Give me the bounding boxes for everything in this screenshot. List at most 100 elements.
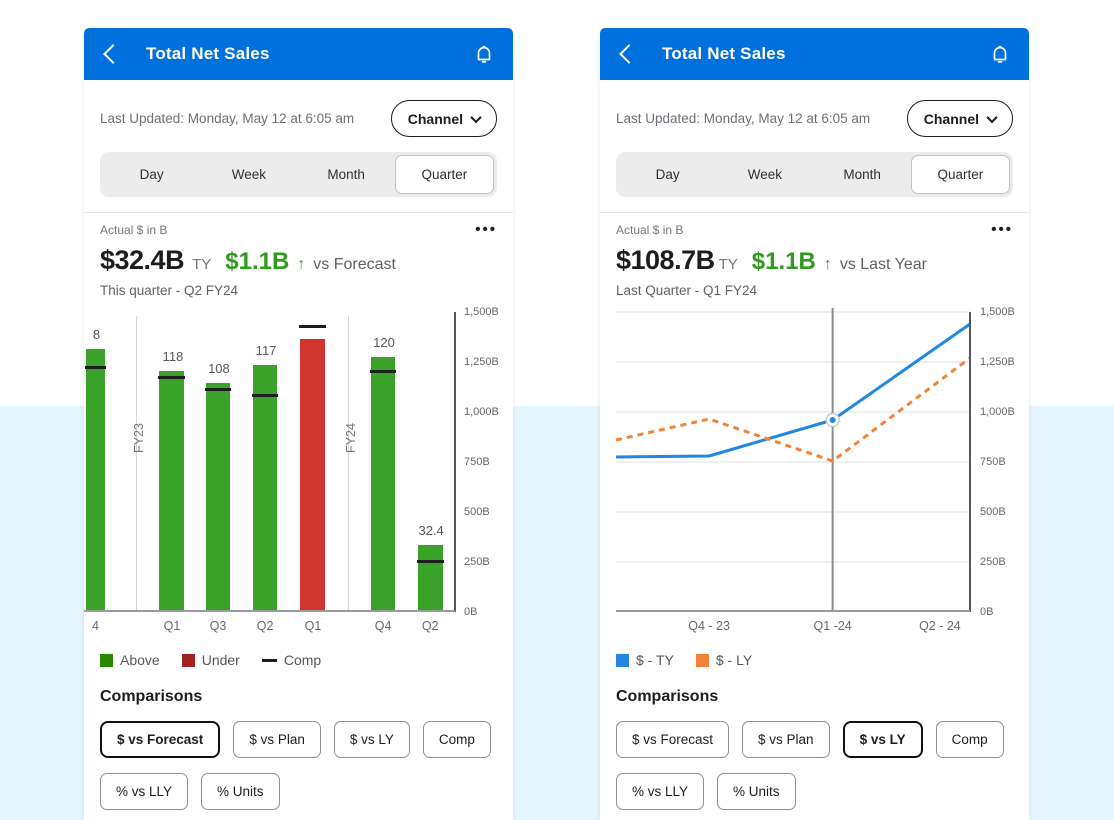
app-header: Total Net Sales xyxy=(84,28,513,80)
fiscal-year-divider xyxy=(135,316,137,612)
tab-month[interactable]: Month xyxy=(843,167,881,182)
fiscal-year-label: FY23 xyxy=(131,423,146,453)
tab-day[interactable]: Day xyxy=(655,167,680,182)
button-dollar-vs-plan[interactable]: $ vs Plan xyxy=(742,721,830,758)
legend-item-comp: Comp xyxy=(261,652,321,668)
kpi-delta: $1.1B xyxy=(751,248,816,275)
y-tick-label: 1,250B xyxy=(464,356,499,368)
button-dollar-vs-ly[interactable]: $ vs LY xyxy=(842,721,923,758)
bar-above xyxy=(252,365,278,612)
overflow-menu-icon[interactable]: ••• xyxy=(475,221,497,238)
bar-value-label: 108 xyxy=(208,361,230,376)
y-tick-label: 1,500B xyxy=(464,306,499,318)
comp-marker xyxy=(158,376,186,379)
bar-value-label: 120 xyxy=(373,335,395,350)
kpi-period: Last Quarter - Q1 FY24 xyxy=(616,283,758,298)
button-pct-units[interactable]: % Units xyxy=(717,773,796,810)
x-tick-label: Q1 xyxy=(304,619,322,633)
kpi-period: This quarter - Q2 FY24 xyxy=(100,283,239,298)
bar-value-label: 117 xyxy=(255,343,277,358)
back-icon[interactable] xyxy=(103,44,123,64)
legend-item-above: Above xyxy=(100,652,160,668)
channel-dropdown-label: Channel xyxy=(407,110,463,127)
updated-row: Last Updated: Monday, May 12 at 6:05 am … xyxy=(600,80,1029,137)
ly-swatch-icon xyxy=(695,653,709,667)
unit-label: Actual $ in B xyxy=(100,223,168,237)
button-dollar-vs-forecast[interactable]: $ vs Forecast xyxy=(616,721,730,758)
comp-marker xyxy=(84,366,107,369)
comp-marker xyxy=(416,560,444,563)
bar-above xyxy=(205,383,231,612)
y-tick-label: 1,000B xyxy=(980,406,1015,418)
line-chart-legend: $ - TY $ - LY xyxy=(600,638,1029,668)
overflow-menu-icon[interactable]: ••• xyxy=(991,221,1013,238)
legend-label: Under xyxy=(201,652,240,668)
comp-marker xyxy=(251,394,279,397)
y-tick-label: 250B xyxy=(980,556,1006,568)
line-chart-svg xyxy=(615,308,971,612)
button-dollar-vs-plan[interactable]: $ vs Plan xyxy=(233,721,321,758)
button-pct-vs-lly[interactable]: % vs LLY xyxy=(616,773,705,810)
section-divider xyxy=(600,212,1029,213)
button-dollar-vs-forecast[interactable]: $ vs Forecast xyxy=(100,721,221,758)
chevron-down-icon xyxy=(986,111,998,123)
y-tick-label: 1,250B xyxy=(980,356,1015,368)
x-tick-label: 4 xyxy=(92,619,99,633)
line-chart: 1,500B 1,250B 1,000B 750B 500B 250B 0B xyxy=(600,306,1029,618)
bar-value-label: 118 xyxy=(162,349,184,364)
button-pct-vs-lly[interactable]: % vs LLY xyxy=(100,773,189,810)
bar-above xyxy=(370,357,396,612)
comparisons-section: Comparisons $ vs Forecast $ vs Plan $ vs… xyxy=(600,668,1029,810)
above-swatch-icon xyxy=(100,653,113,667)
line-chart-x-labels: Q4 - 23 Q1 -24 Q2 - 24 xyxy=(600,616,1029,638)
x-tick-label: Q3 xyxy=(209,619,227,633)
button-comp[interactable]: Comp xyxy=(422,721,491,758)
kpi-comparison-label: vs Last Year xyxy=(839,256,927,273)
comp-marker xyxy=(204,388,232,391)
kpi-value: $32.4B xyxy=(100,245,185,275)
section-divider xyxy=(84,212,513,213)
tab-quarter[interactable]: Quarter xyxy=(910,155,1010,194)
bar-value-label: 8 xyxy=(92,327,101,342)
legend-item-under: Under xyxy=(181,652,240,668)
up-arrow-icon: ↑ xyxy=(297,256,306,273)
time-range-tabs: Day Week Month Quarter xyxy=(616,152,1013,197)
tab-week[interactable]: Week xyxy=(747,167,782,182)
last-updated-text: Last Updated: Monday, May 12 at 6:05 am xyxy=(616,111,871,126)
bar-above xyxy=(417,545,443,612)
bell-icon[interactable] xyxy=(989,43,1011,65)
channel-dropdown[interactable]: Channel xyxy=(906,100,1013,137)
kpi-value-suffix: TY xyxy=(192,256,212,273)
legend-item-ly: $ - LY xyxy=(695,652,753,668)
comp-marker xyxy=(369,370,397,373)
button-comp[interactable]: Comp xyxy=(935,721,1004,758)
page-title: Total Net Sales xyxy=(662,44,786,63)
last-updated-text: Last Updated: Monday, May 12 at 6:05 am xyxy=(100,111,355,126)
y-tick-label: 1,000B xyxy=(464,406,499,418)
channel-dropdown[interactable]: Channel xyxy=(390,100,497,137)
bar-chart-legend: Above Under Comp xyxy=(84,638,513,668)
y-tick-label: 500B xyxy=(980,506,1006,518)
y-axis-line xyxy=(969,312,971,612)
legend-item-ty: $ - TY xyxy=(616,652,674,668)
tab-quarter[interactable]: Quarter xyxy=(394,155,494,194)
bell-icon[interactable] xyxy=(473,43,495,65)
x-tick-label: Q2 - 24 xyxy=(919,619,961,633)
chevron-down-icon xyxy=(470,111,482,123)
tab-month[interactable]: Month xyxy=(327,167,365,182)
app-header: Total Net Sales xyxy=(600,28,1029,80)
back-icon[interactable] xyxy=(619,44,639,64)
button-pct-units[interactable]: % Units xyxy=(201,773,280,810)
under-swatch-icon xyxy=(181,653,195,667)
tab-week[interactable]: Week xyxy=(231,167,266,182)
kpi-block: Actual $ in B ••• $32.4B TY $1.1B ↑ vs F… xyxy=(84,213,513,298)
bar-chart-plot: FY23 FY24 8 118 108 117 120 32.4 xyxy=(84,312,455,612)
updated-row: Last Updated: Monday, May 12 at 6:05 am … xyxy=(84,80,513,137)
comparisons-title: Comparisons xyxy=(100,688,203,705)
tab-day[interactable]: Day xyxy=(139,167,164,182)
panel-forecast: Total Net Sales Last Updated: Monday, Ma… xyxy=(84,28,513,820)
legend-label: $ - LY xyxy=(715,652,753,668)
x-tick-label: Q4 - 23 xyxy=(688,619,730,633)
button-dollar-vs-ly[interactable]: $ vs LY xyxy=(333,721,410,758)
bar-chart: FY23 FY24 8 118 108 117 120 32.4 1,500B 1,250B 1,… xyxy=(84,306,513,618)
